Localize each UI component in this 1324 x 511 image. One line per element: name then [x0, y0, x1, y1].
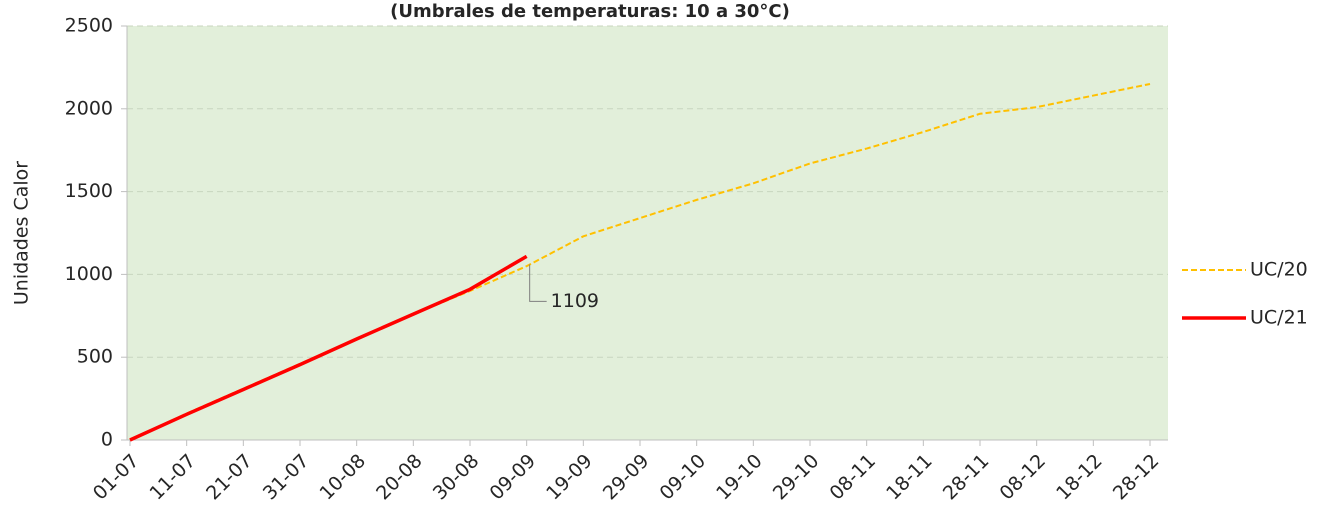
- x-tick-label: 28-11: [939, 450, 994, 505]
- x-tick-label: 30-08: [429, 450, 484, 505]
- x-tick-label: 19-09: [542, 450, 597, 505]
- y-axis-label: Unidades Calor: [11, 161, 33, 305]
- x-tick-label: 19-10: [712, 450, 767, 505]
- data-label: 1109: [551, 290, 599, 312]
- y-tick-label: 0: [101, 429, 113, 451]
- x-tick-label: 18-12: [1052, 450, 1107, 505]
- x-tick-label: 09-10: [655, 450, 710, 505]
- x-tick-label: 18-11: [882, 450, 937, 505]
- x-tick-label: 09-09: [485, 450, 540, 505]
- legend-label: UC/20: [1250, 259, 1308, 281]
- x-tick-label: 28-12: [1109, 450, 1164, 505]
- series-line: [129, 82, 1151, 441]
- plot-area: [127, 26, 1168, 440]
- x-tick-label: 20-08: [372, 450, 427, 505]
- x-tick-label: 21-07: [202, 450, 257, 505]
- y-tick-label: 2500: [65, 15, 113, 37]
- x-tick-label: 31-07: [259, 450, 314, 505]
- x-tick-label: 11-07: [145, 450, 200, 505]
- x-tick-label: 29-09: [599, 450, 654, 505]
- y-tick-label: 1500: [65, 180, 113, 202]
- x-tick-label: 01-07: [89, 450, 144, 505]
- x-tick-label: 29-10: [769, 450, 824, 505]
- x-tick-label: 10-08: [315, 450, 370, 505]
- x-tick-label: 08-12: [995, 450, 1050, 505]
- legend-label: UC/21: [1250, 307, 1308, 329]
- series-line: [129, 254, 528, 442]
- chart-subtitle: (Umbrales de temperaturas: 10 a 30°C): [390, 1, 790, 22]
- y-tick-label: 500: [77, 346, 113, 368]
- leader-line: [529, 264, 547, 302]
- x-tick-label: 08-11: [825, 450, 880, 505]
- y-tick-label: 1000: [65, 263, 113, 285]
- y-tick-label: 2000: [65, 97, 113, 119]
